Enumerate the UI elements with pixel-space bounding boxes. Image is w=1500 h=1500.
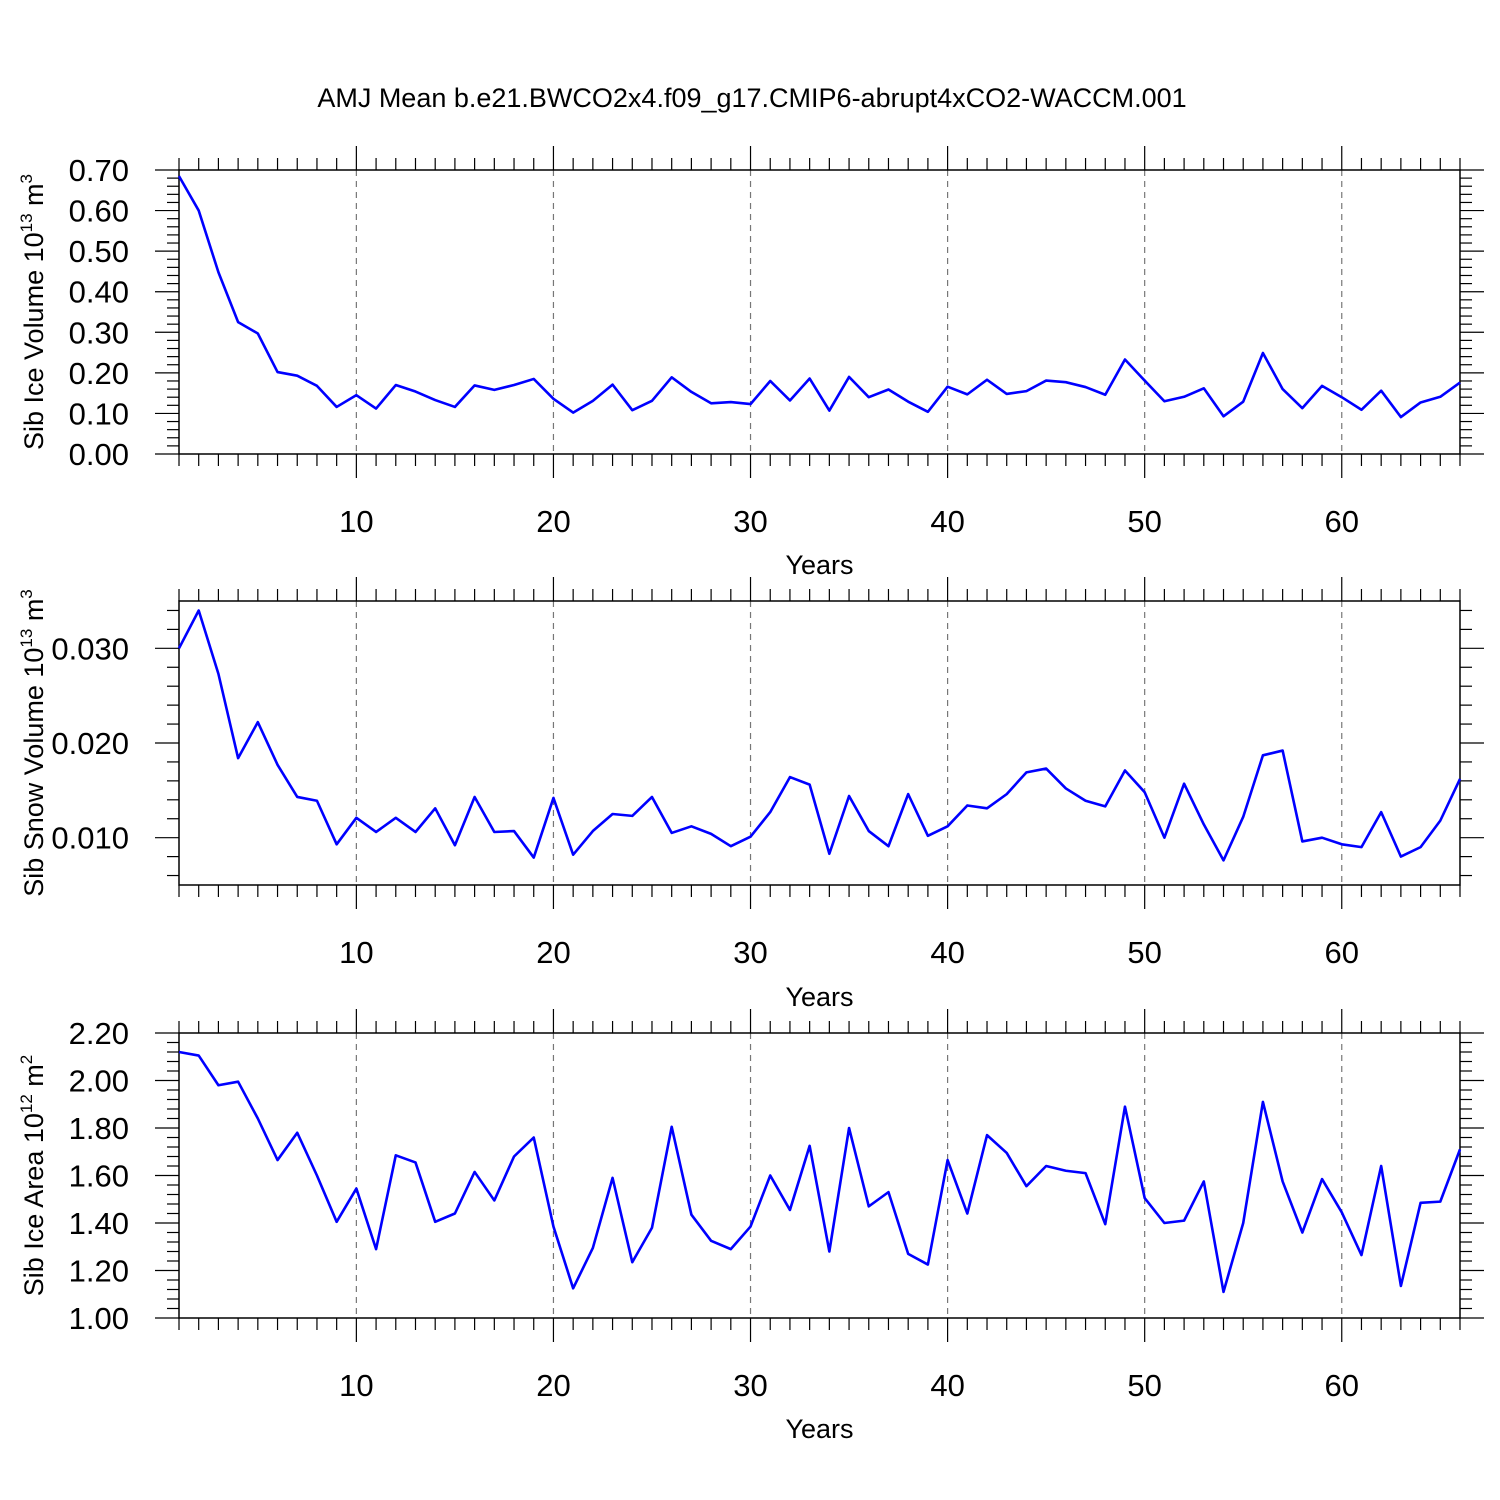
x-tick-label: 50 bbox=[1127, 935, 1161, 970]
y-axis-label: Sib Ice Area 1012 m2 bbox=[17, 1055, 49, 1297]
y-tick-label: 0.40 bbox=[69, 275, 129, 310]
plot-frame bbox=[178, 169, 1461, 455]
series-line bbox=[178, 1050, 1462, 1294]
chart-title: AMJ Mean b.e21.BWCO2x4.f09_g17.CMIP6-abr… bbox=[317, 83, 1186, 113]
x-tick-label: 50 bbox=[1127, 1368, 1161, 1403]
x-tick-label: 60 bbox=[1325, 935, 1359, 970]
y-tick-label: 0.030 bbox=[51, 631, 129, 666]
x-tick-label: 30 bbox=[733, 504, 767, 539]
series-line bbox=[177, 175, 1461, 419]
x-axis-label: Years bbox=[785, 1414, 853, 1444]
x-tick-label: 10 bbox=[339, 935, 373, 970]
x-tick-label: 40 bbox=[930, 1368, 964, 1403]
x-tick-label: 10 bbox=[339, 1368, 373, 1403]
y-tick-label: 1.40 bbox=[69, 1206, 129, 1241]
plot-frame bbox=[178, 1032, 1461, 1319]
x-tick-label: 40 bbox=[930, 504, 964, 539]
y-axis-label: Sib Ice Volume 1013 m3 bbox=[17, 174, 49, 450]
y-tick-label: 0.20 bbox=[69, 356, 129, 391]
x-tick-label: 30 bbox=[733, 1368, 767, 1403]
y-tick-label: 0.70 bbox=[69, 153, 129, 188]
x-tick-label: 50 bbox=[1127, 504, 1161, 539]
y-tick-label: 1.20 bbox=[69, 1254, 129, 1289]
y-tick-label: 0.30 bbox=[69, 315, 129, 350]
chart-panel-2: 10 20 30 40 50 60 0.010 0.020 0.030 Years Sib Snow… bbox=[17, 577, 1484, 1012]
x-tick-label: 20 bbox=[536, 504, 570, 539]
y-tick-label: 1.60 bbox=[69, 1159, 129, 1194]
y-tick-label: 2.00 bbox=[69, 1064, 129, 1099]
series-line bbox=[177, 609, 1462, 862]
x-tick-label: 10 bbox=[339, 504, 373, 539]
y-tick-label: 2.20 bbox=[69, 1016, 129, 1051]
x-axis-label: Years bbox=[785, 982, 853, 1012]
plot-frame bbox=[178, 600, 1461, 886]
x-tick-label: 60 bbox=[1325, 1368, 1359, 1403]
x-tick-label: 40 bbox=[930, 935, 964, 970]
y-tick-label: 0.010 bbox=[51, 821, 129, 856]
x-tick-label: 30 bbox=[733, 935, 767, 970]
chart-panel-1: 10 20 30 40 50 60 0.00 0.10 0.20 0.30 0.40 0.50 0.60… bbox=[17, 146, 1484, 580]
y-tick-label: 1.00 bbox=[69, 1301, 129, 1336]
y-tick-label: 1.80 bbox=[69, 1111, 129, 1146]
x-tick-label: 20 bbox=[536, 1368, 570, 1403]
x-tick-label: 60 bbox=[1325, 504, 1359, 539]
y-tick-label: 0.10 bbox=[69, 396, 129, 431]
y-tick-label: 0.60 bbox=[69, 194, 129, 229]
y-tick-label: 0.50 bbox=[69, 234, 129, 269]
y-tick-label: 0.00 bbox=[69, 437, 129, 472]
y-tick-label: 0.020 bbox=[51, 726, 129, 761]
x-axis-label: Years bbox=[785, 550, 853, 580]
x-tick-label: 20 bbox=[536, 935, 570, 970]
y-axis-label: Sib Snow Volume 1013 m3 bbox=[17, 589, 49, 897]
chart-panel-3: 10 20 30 40 50 60 1.00 1.20 1.40 1.60 1.80 2.00 2.20… bbox=[17, 1009, 1484, 1444]
